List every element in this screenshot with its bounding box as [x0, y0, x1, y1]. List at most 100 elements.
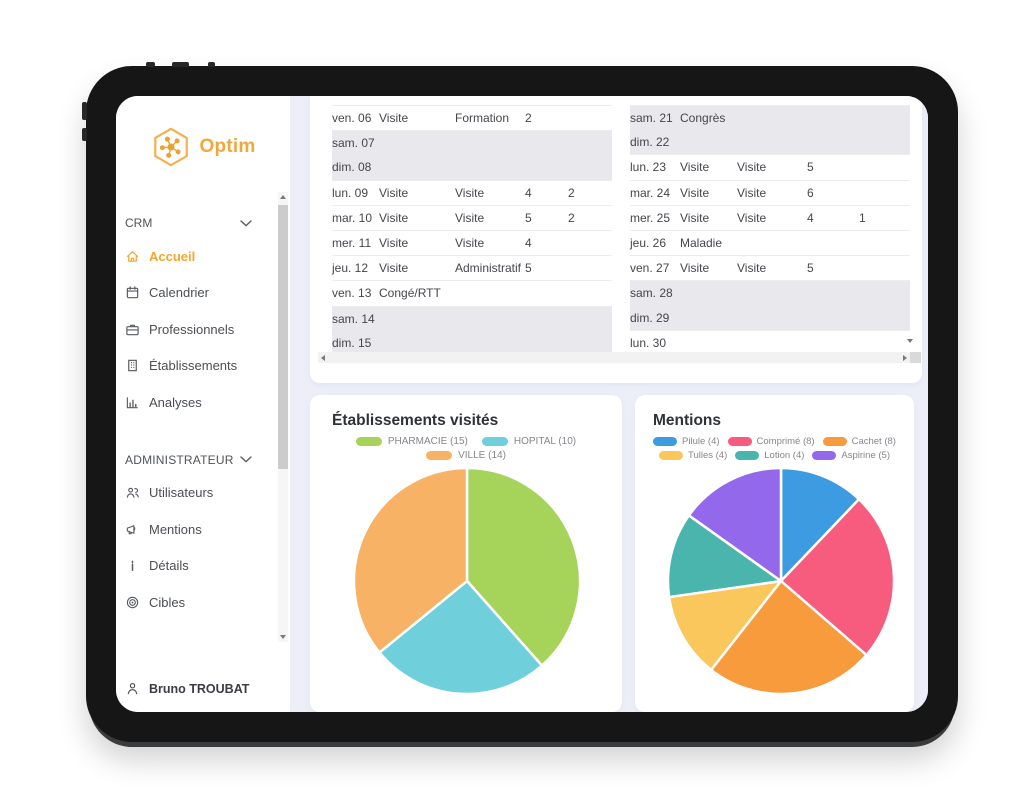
pie-slice-pilule[interactable] — [779, 466, 861, 583]
table-row[interactable]: jeu. 12 Visite Administratif 5 — [332, 255, 612, 280]
sidebar-item-professionnels[interactable]: Professionnels — [116, 311, 290, 348]
sidebar-item-mentions[interactable]: Mentions — [116, 511, 290, 548]
scroll-left-icon[interactable] — [321, 354, 325, 361]
legend-item-tulles[interactable]: Tulles (4) — [659, 450, 727, 461]
legend-item-ville[interactable]: VILLE (14) — [426, 450, 506, 461]
pie-slice-hopital[interactable] — [378, 579, 544, 696]
table-row[interactable]: ven. 13 Congé/RTT — [332, 280, 612, 305]
date-cell: ven. 27 — [630, 261, 670, 276]
tablet-volume-button — [172, 62, 189, 67]
sidebar-item-cibles[interactable]: Cibles — [116, 584, 290, 621]
scroll-up-icon[interactable] — [280, 195, 286, 199]
table-row[interactable]: dim. 22 — [630, 130, 910, 155]
legend-swatch — [822, 437, 847, 446]
legend-item-aspirine[interactable]: Aspirine (5) — [812, 450, 890, 461]
table-row[interactable]: mar. 10 Visite Visite 5 2 — [332, 204, 612, 230]
pie-slice-lotion[interactable] — [666, 514, 783, 599]
table-row[interactable]: sam. 07 — [332, 130, 612, 156]
pie-slice-cachet[interactable] — [709, 579, 868, 696]
table-row[interactable]: sam. 21 Congrès — [630, 105, 910, 131]
legend-item-lotion[interactable]: Lotion (4) — [735, 450, 804, 461]
calendar-icon — [125, 285, 140, 300]
chart-legend: PHARMACIE (15) HOPITAL (10) VILLE (14) — [310, 436, 622, 461]
sidebar-item-label: Professionnels — [149, 321, 235, 337]
table-row[interactable]: ven. 06 Visite Formation 2 — [332, 105, 612, 130]
cell: Visite — [455, 236, 485, 251]
sidebar-nav: CRM Accueil Calendrier Professionnels Établi… — [116, 208, 290, 621]
sidebar-item-etablissements[interactable]: Établissements — [116, 348, 290, 385]
calendar-horizontal-scrollbar[interactable] — [318, 352, 921, 363]
date-cell: sam. 14 — [332, 311, 375, 326]
pie-slice-pharmacie[interactable] — [465, 466, 582, 667]
legend-label: Lotion (4) — [764, 450, 805, 461]
legend-label: Aspirine (5) — [841, 450, 890, 461]
cell: Visite — [680, 160, 710, 175]
sidebar-item-utilisateurs[interactable]: Utilisateurs — [116, 475, 290, 512]
scrollbar-thumb[interactable] — [278, 205, 288, 469]
users-icon — [125, 485, 140, 500]
legend-item-cachet[interactable]: Cachet (8) — [822, 436, 896, 447]
app-logo[interactable]: Optim — [116, 116, 290, 178]
sidebar-item-accueil[interactable]: Accueil — [116, 238, 290, 275]
sidebar-item-label: Analyses — [149, 394, 202, 410]
table-row[interactable]: lun. 09 Visite Visite 4 2 — [332, 179, 612, 205]
cell: Visite — [737, 261, 767, 276]
table-row[interactable]: dim. 15 — [332, 330, 612, 355]
sidebar-item-analyses[interactable]: Analyses — [116, 384, 290, 421]
table-row[interactable]: sam. 14 — [332, 305, 612, 331]
legend-item-pilule[interactable]: Pilule (4) — [653, 436, 720, 447]
table-row[interactable]: jeu. 26 Maladie — [630, 229, 910, 255]
pie-slice-ville[interactable] — [352, 466, 469, 654]
table-row[interactable]: dim. 29 — [630, 305, 910, 330]
etablissements-pie-chart — [352, 466, 582, 696]
scroll-down-icon[interactable] — [907, 339, 913, 343]
cell: Visite — [737, 160, 767, 175]
table-row[interactable]: mer. 11 Visite Visite 4 — [332, 229, 612, 255]
building-icon — [125, 358, 140, 373]
table-row[interactable]: ven. 27 Visite Visite 5 — [630, 255, 910, 280]
table-row[interactable]: mar. 24 Visite Visite 6 — [630, 179, 910, 205]
cell: 5 — [525, 210, 532, 225]
scroll-right-icon[interactable] — [903, 354, 907, 361]
date-cell: ven. 06 — [332, 111, 372, 126]
pie-slice-tulles[interactable] — [667, 579, 783, 672]
date-cell: dim. 08 — [332, 160, 372, 175]
legend-swatch — [659, 451, 684, 460]
cell: 1 — [859, 210, 866, 225]
legend-swatch — [727, 437, 752, 446]
sidebar-item-calendrier[interactable]: Calendrier — [116, 275, 290, 312]
cell: Visite — [737, 210, 767, 225]
scroll-down-icon[interactable] — [280, 635, 286, 639]
chart-title: Mentions — [653, 412, 722, 429]
section-label: ADMINISTRATEUR — [125, 452, 234, 467]
legend-item-pharmacie[interactable]: PHARMACIE (15) — [355, 436, 468, 447]
table-row[interactable]: mer. 25 Visite Visite 4 1 — [630, 204, 910, 230]
bar-chart-icon — [125, 395, 140, 410]
sidebar-item-label: Calendrier — [149, 285, 209, 301]
charts-row: Établissements visités PHARMACIE (15) HOP… — [310, 395, 914, 712]
date-cell: sam. 21 — [630, 111, 673, 126]
pie-slice-comprime[interactable] — [779, 497, 896, 657]
calendar-vertical-scrollbar[interactable] — [905, 336, 916, 347]
cell: Visite — [680, 261, 710, 276]
legend-label: Tulles (4) — [688, 450, 728, 461]
cell: 4 — [807, 210, 814, 225]
table-row[interactable]: lun. 30 — [630, 329, 910, 355]
sidebar-scrollbar[interactable] — [278, 192, 288, 642]
cell: Visite — [737, 185, 767, 200]
legend-item-comprime[interactable]: Comprimé (8) — [727, 436, 815, 447]
user-name: Bruno TROUBAT — [149, 681, 250, 696]
current-user[interactable]: Bruno TROUBAT — [125, 681, 249, 696]
sidebar-section-administrateur[interactable]: ADMINISTRATEUR — [116, 445, 290, 475]
table-row[interactable]: lun. 23 Visite Visite 5 — [630, 154, 910, 179]
date-cell: jeu. 12 — [332, 261, 369, 276]
scrollbar-corner[interactable] — [910, 352, 921, 363]
legend-swatch — [426, 451, 453, 460]
table-row[interactable]: dim. 08 — [332, 155, 612, 180]
legend-swatch — [653, 437, 678, 446]
sidebar-section-crm[interactable]: CRM — [116, 208, 290, 238]
table-row[interactable]: sam. 28 — [630, 280, 910, 306]
legend-item-hopital[interactable]: HOPITAL (10) — [481, 436, 576, 447]
sidebar-item-details[interactable]: Détails — [116, 548, 290, 585]
pie-slice-aspirine[interactable] — [687, 466, 783, 583]
